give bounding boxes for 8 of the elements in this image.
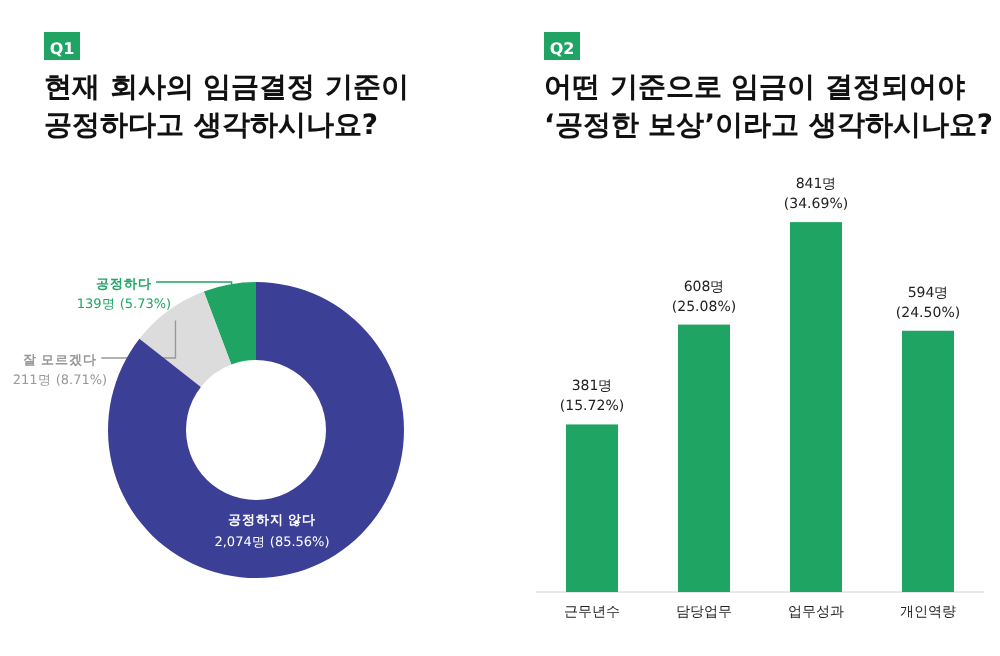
bar [566,424,618,592]
chart-title: 어떤 기준으로 임금이 결정되어야 ‘공정한 보상’이라고 생각하시나요? [544,72,994,142]
bar [678,324,730,592]
bar [902,330,954,592]
chart-subtitle: Q2 [549,40,575,58]
bar [790,222,842,592]
chart-subtitle: Q1 [49,40,76,58]
chart-title: 현재 회사의 임금결정 기준이 공정하다고 생각하시나요? [44,72,410,142]
